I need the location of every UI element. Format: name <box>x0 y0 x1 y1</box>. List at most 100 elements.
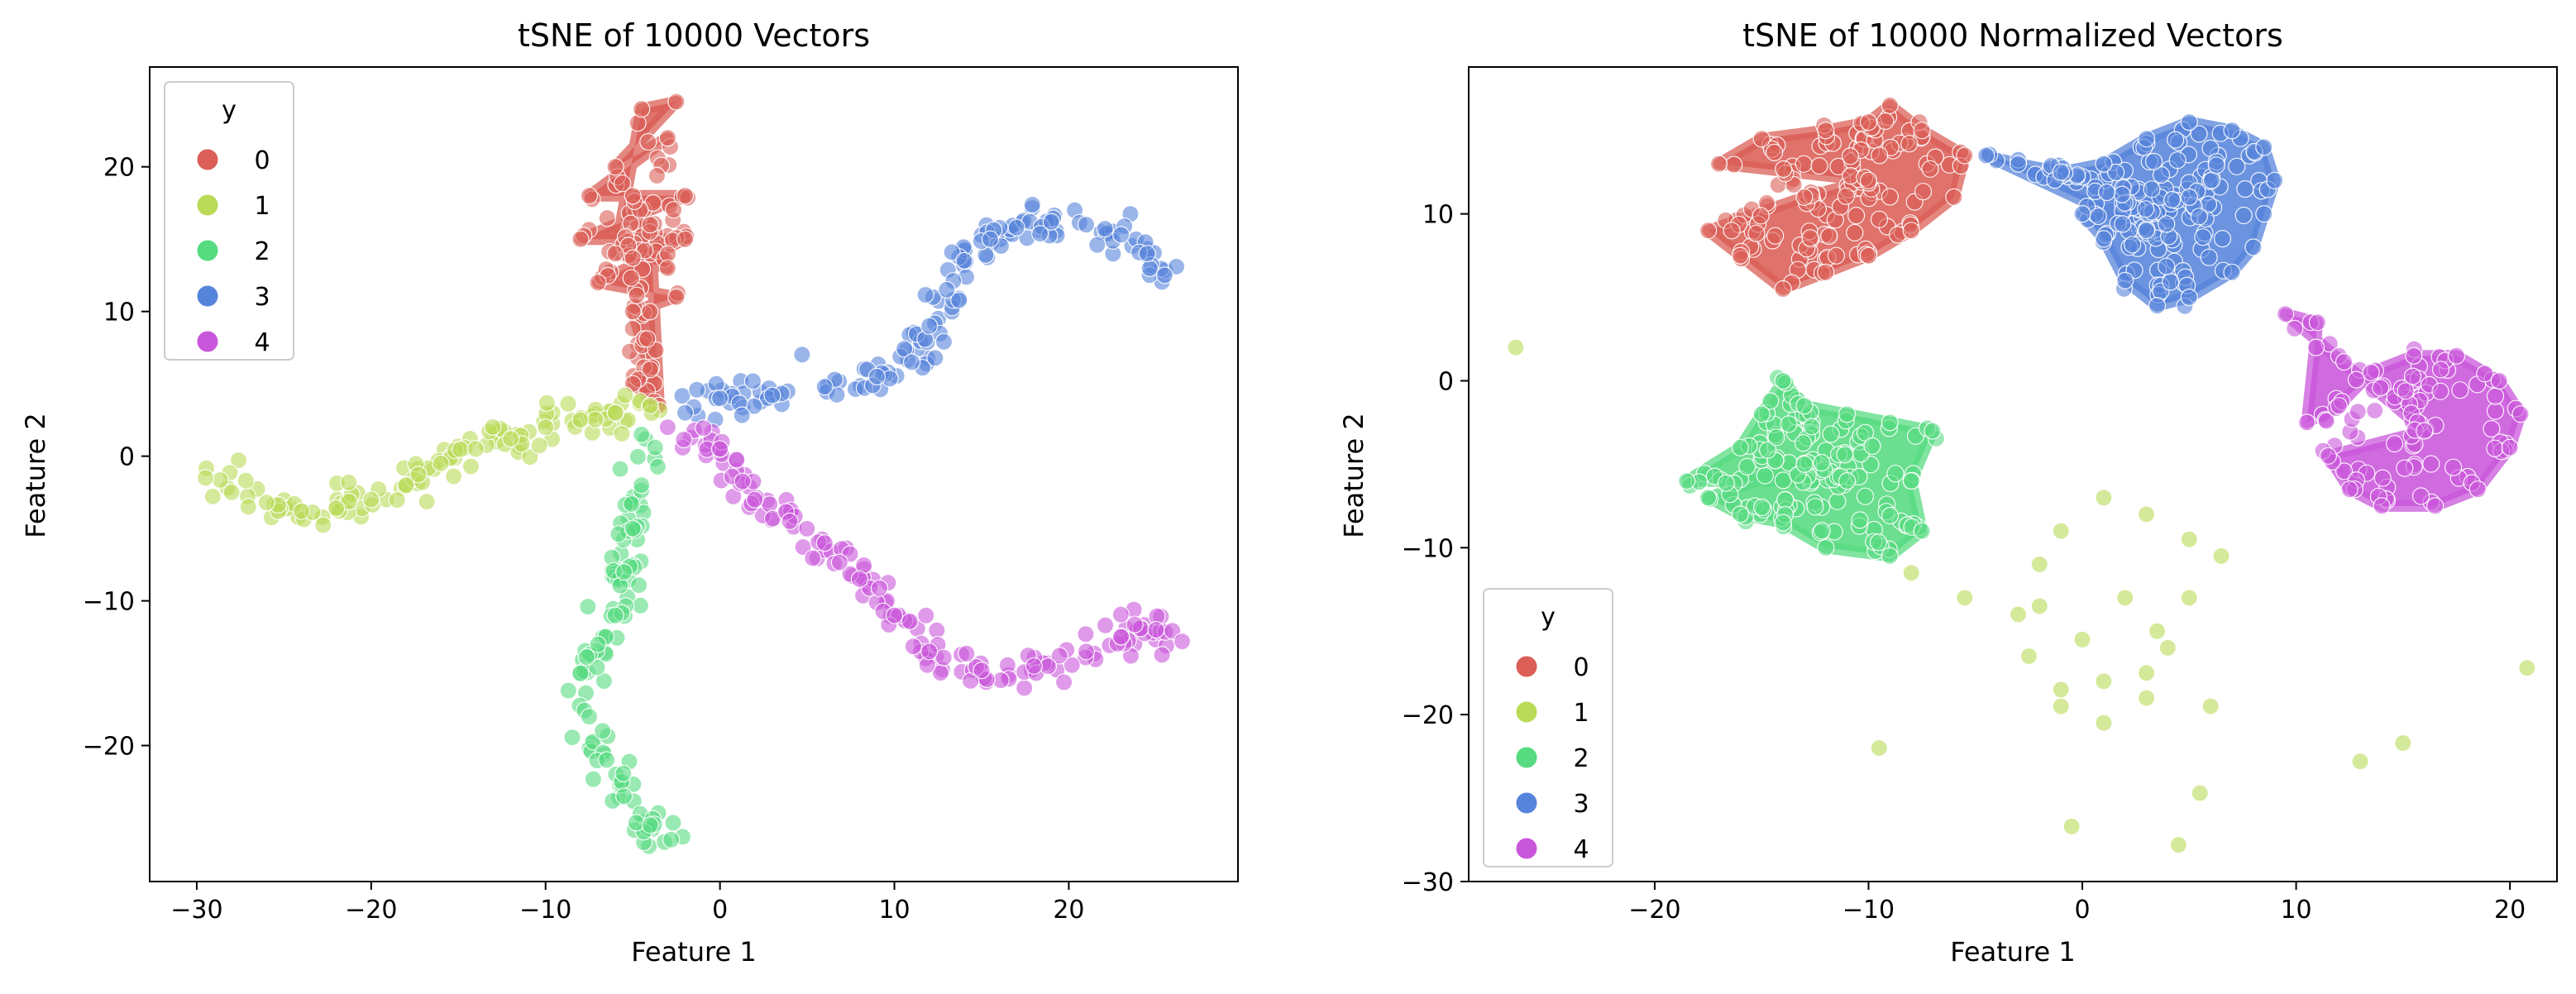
data-point <box>1738 457 1756 475</box>
data-point <box>662 830 681 848</box>
data-point <box>614 787 633 805</box>
data-point <box>1096 616 1115 634</box>
data-point <box>733 406 751 424</box>
data-point <box>815 533 834 552</box>
data-point <box>1813 522 1831 540</box>
data-point <box>1774 280 1792 299</box>
data-point <box>950 291 968 309</box>
data-point <box>1913 122 1931 140</box>
data-point <box>804 549 822 567</box>
data-point <box>2163 190 2182 209</box>
data-point <box>1753 498 1771 517</box>
data-point <box>1795 188 1814 206</box>
data-point <box>579 597 597 616</box>
data-point <box>2236 179 2254 198</box>
data-point <box>676 187 695 205</box>
data-point <box>658 418 677 437</box>
data-point <box>2366 401 2384 420</box>
series-4 <box>2277 305 2530 515</box>
legend-marker <box>196 148 219 171</box>
data-point <box>589 635 607 653</box>
data-point <box>1147 620 1165 639</box>
legend-marker <box>1515 837 1538 860</box>
data-point <box>613 424 631 443</box>
data-point <box>781 512 799 531</box>
data-point <box>658 259 677 277</box>
data-point <box>2486 387 2505 405</box>
data-point <box>2138 689 2156 707</box>
data-point <box>641 303 659 321</box>
data-point <box>388 490 406 509</box>
data-point <box>2212 547 2230 566</box>
data-point <box>648 457 667 476</box>
data-point <box>2107 163 2125 182</box>
axes-frame <box>149 66 1239 882</box>
data-point <box>1806 498 1824 516</box>
data-point <box>1851 511 1869 529</box>
data-point <box>1759 441 1777 459</box>
data-point <box>2501 438 2519 456</box>
data-point <box>2137 200 2155 218</box>
data-point <box>2213 230 2232 248</box>
data-point <box>743 372 762 390</box>
data-point <box>624 303 642 321</box>
data-point <box>798 519 816 538</box>
series-4 <box>658 418 1192 697</box>
data-point <box>1881 96 1899 115</box>
legend-entry: 2 <box>254 237 270 266</box>
data-point <box>2019 647 2038 666</box>
data-point <box>2095 489 2113 507</box>
data-point <box>559 681 577 700</box>
data-point <box>2373 469 2392 487</box>
data-point <box>958 644 976 662</box>
data-point <box>885 606 904 624</box>
data-point <box>586 410 605 428</box>
data-point <box>1945 188 1963 206</box>
data-point <box>2158 638 2177 657</box>
data-point <box>2286 319 2304 337</box>
data-point <box>2486 439 2504 457</box>
series-2 <box>1678 369 1945 566</box>
data-point <box>628 286 646 304</box>
data-point <box>2167 131 2185 149</box>
plot-normalized-vectors: tSNE of 10000 Normalized Vectors Feature… <box>1338 17 2558 968</box>
data-point <box>1820 227 1838 246</box>
data-point <box>2009 155 2028 173</box>
x-tick-label: 20 <box>1053 896 1084 925</box>
data-point <box>761 495 779 514</box>
data-point <box>624 319 642 337</box>
data-point <box>538 394 556 412</box>
legend-marker <box>196 284 219 308</box>
data-point <box>658 129 677 147</box>
data-point <box>1007 218 1025 237</box>
series-1 <box>1507 338 2536 854</box>
data-point <box>1774 371 1792 390</box>
plot-title: tSNE of 10000 Vectors <box>518 17 870 54</box>
data-point <box>2351 753 2369 771</box>
data-point <box>2223 122 2241 140</box>
data-point <box>2468 480 2487 499</box>
data-point <box>1859 246 1878 265</box>
data-point <box>580 707 599 726</box>
data-point <box>1956 146 1974 165</box>
data-point <box>2030 597 2048 615</box>
data-point <box>2124 236 2142 254</box>
data-point <box>2306 338 2325 356</box>
data-point <box>2194 228 2212 246</box>
data-point <box>763 386 781 404</box>
data-point <box>2180 113 2198 131</box>
legend-entry: 3 <box>254 283 270 312</box>
data-point <box>646 438 664 456</box>
data-point <box>1817 122 1835 140</box>
y-tick-label: 10 <box>103 299 135 327</box>
data-point <box>1752 207 1770 225</box>
data-point <box>1822 425 1840 443</box>
data-point <box>1876 112 1895 131</box>
data-point <box>2095 155 2113 173</box>
data-point <box>707 375 725 393</box>
series-1 <box>196 386 669 534</box>
data-point <box>2362 363 2380 381</box>
data-point <box>688 380 706 399</box>
data-point <box>1869 533 1888 552</box>
data-point <box>2266 171 2284 189</box>
